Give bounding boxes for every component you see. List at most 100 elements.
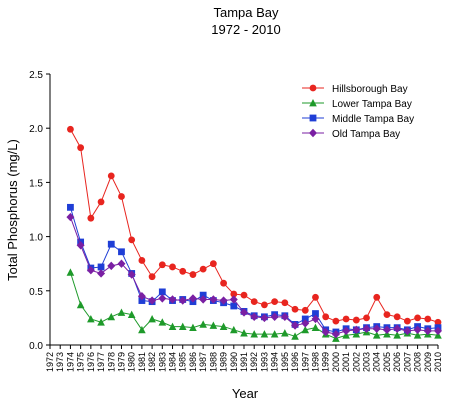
data-point-old-tampa-bay [209,295,218,304]
x-tick-label: 1990 [229,352,239,372]
data-point-middle-tampa-bay [118,248,125,256]
x-tick-label: 1981 [137,352,147,372]
data-point-hillsborough-bay [77,144,85,152]
data-point-lower-tampa-bay [107,312,116,321]
data-point-lower-tampa-bay [87,314,95,323]
x-tick-label: 2006 [392,352,402,372]
data-point-hillsborough-bay [271,298,279,306]
x-tick-label: 2003 [362,352,372,372]
data-point-hillsborough-bay [158,261,166,269]
data-point-lower-tampa-bay [372,331,381,339]
data-point-old-tampa-bay [434,326,442,336]
data-point-lower-tampa-bay [250,330,259,338]
data-point-middle-tampa-bay [138,297,146,304]
x-tick-label: 2001 [341,352,351,372]
legend-label: Lower Tampa Bay [332,99,412,110]
data-point-lower-tampa-bay [117,308,126,316]
data-point-lower-tampa-bay [178,322,187,330]
x-tick-label: 1993 [259,352,269,372]
legend-marker [309,128,317,138]
x-tick-label: 1980 [127,352,137,372]
data-point-hillsborough-bay [322,313,330,321]
data-point-lower-tampa-bay [127,310,136,319]
series-hillsborough-bay [67,125,442,326]
data-point-hillsborough-bay [220,279,227,287]
data-point-old-tampa-bay [137,292,146,301]
x-tick-label: 1995 [280,352,290,372]
data-point-hillsborough-bay [332,317,340,325]
data-point-hillsborough-bay [363,314,370,322]
x-tick-label: 1986 [188,352,198,372]
x-tick-label: 2000 [331,352,341,372]
data-point-hillsborough-bay [352,316,360,324]
data-point-old-tampa-bay [178,296,187,305]
data-point-hillsborough-bay [240,291,248,299]
data-point-old-tampa-bay [168,295,177,304]
series-line-lower-tampa-bay [69,272,439,340]
data-point-hillsborough-bay [281,299,289,307]
data-point-middle-tampa-bay [301,315,309,323]
x-tick-label: 1988 [208,352,218,372]
data-point-hillsborough-bay [230,290,238,298]
data-point-lower-tampa-bay [219,322,228,330]
x-tick-label: 2005 [382,352,392,372]
data-point-hillsborough-bay [97,198,105,206]
data-point-old-tampa-bay [331,329,340,339]
data-point-hillsborough-bay [414,314,421,322]
data-point-old-tampa-bay [321,327,330,337]
data-point-hillsborough-bay [138,257,146,264]
data-point-hillsborough-bay [261,301,268,309]
data-point-lower-tampa-bay [97,318,105,326]
series-old-tampa-bay [66,212,442,339]
data-point-lower-tampa-bay [189,323,197,332]
x-tick-label: 2004 [372,352,382,372]
data-point-middle-tampa-bay [67,203,74,211]
data-point-lower-tampa-bay [199,320,207,328]
data-point-old-tampa-bay [250,312,259,322]
data-point-hillsborough-bay [424,315,432,323]
data-point-old-tampa-bay [423,326,432,336]
x-tick-label: 1978 [106,352,116,372]
data-point-old-tampa-bay [76,241,85,250]
x-tick-label: 1991 [239,352,249,372]
x-tick-label: 1997 [300,352,310,372]
data-point-hillsborough-bay [312,293,319,301]
legend-marker [309,114,317,122]
legend-label: Middle Tampa Bay [332,114,414,125]
data-point-lower-tampa-bay [168,322,177,330]
data-point-hillsborough-bay [291,305,299,313]
data-point-hillsborough-bay [342,315,350,323]
x-tick-label: 1972 [45,352,55,372]
data-point-old-tampa-bay [352,325,361,335]
data-point-old-tampa-bay [382,325,391,335]
data-point-lower-tampa-bay [240,329,248,337]
data-point-hillsborough-bay [199,265,207,273]
data-point-hillsborough-bay [128,236,136,244]
data-point-lower-tampa-bay [413,331,422,339]
data-point-old-tampa-bay [188,294,197,303]
data-point-hillsborough-bay [169,263,176,271]
x-tick-label: 1977 [96,352,106,372]
data-point-lower-tampa-bay [311,323,320,332]
data-point-middle-tampa-bay [158,288,166,296]
y-tick-label: 1.0 [29,233,43,244]
data-point-old-tampa-bay [260,313,269,323]
data-point-hillsborough-bay [373,293,381,301]
x-tick-label: 2010 [433,352,443,372]
data-point-middle-tampa-bay [107,240,115,248]
data-point-old-tampa-bay [229,295,238,304]
data-point-hillsborough-bay [209,260,217,268]
x-tick-label: 1996 [290,352,300,372]
legend-marker [309,99,317,107]
data-point-lower-tampa-bay [158,318,167,326]
y-tick-label: 1.5 [29,178,43,189]
data-point-lower-tampa-bay [291,332,299,340]
data-point-lower-tampa-bay [148,314,156,323]
data-point-old-tampa-bay [127,270,136,279]
data-point-hillsborough-bay [118,193,125,200]
data-point-hillsborough-bay [250,298,258,306]
data-point-old-tampa-bay [86,266,95,275]
data-point-hillsborough-bay [189,271,197,278]
x-tick-label: 1999 [321,352,331,372]
